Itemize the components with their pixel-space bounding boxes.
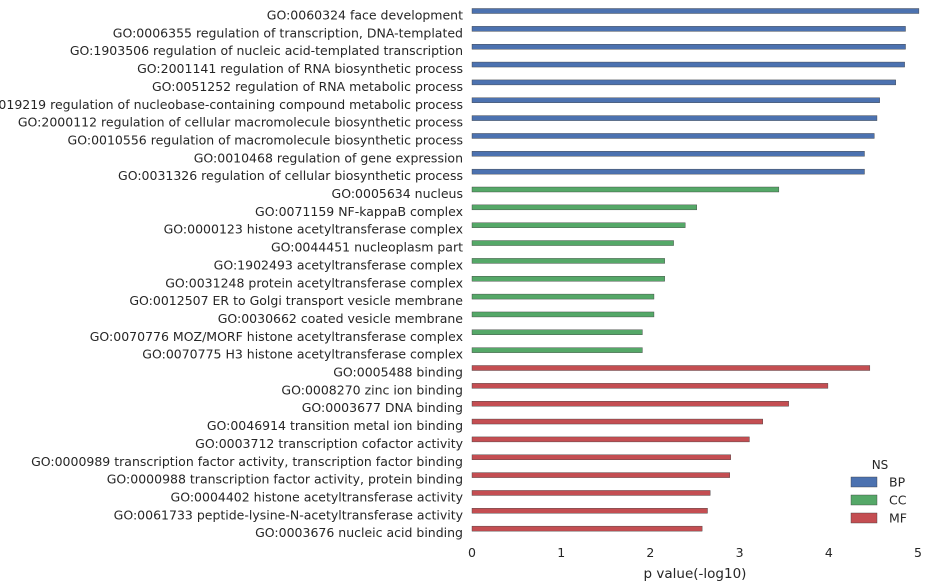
bar-bp bbox=[471, 8, 920, 14]
category-label: GO:0000123 histone acetyltransferase com… bbox=[164, 222, 463, 237]
legend-title: NS bbox=[872, 458, 889, 472]
bar-cc bbox=[471, 311, 655, 318]
x-tick-label: 1 bbox=[557, 545, 565, 560]
category-label: GO:0044451 nucleoplasm part bbox=[271, 240, 463, 255]
bars-layer bbox=[471, 8, 920, 532]
bar-cc bbox=[471, 186, 780, 193]
legend-label-mf: MF bbox=[889, 511, 907, 526]
category-label: GO:0070776 MOZ/MORF histone acetyltransf… bbox=[90, 329, 463, 344]
bar-mf bbox=[471, 436, 750, 443]
legend-label-cc: CC bbox=[889, 493, 907, 508]
category-label: GO:0006355 regulation of transcription, … bbox=[113, 25, 463, 40]
bar-bp bbox=[471, 151, 865, 157]
category-label: GO:1902493 acetyltransferase complex bbox=[214, 257, 463, 272]
bar-bp bbox=[471, 79, 896, 86]
bar-bp bbox=[471, 115, 878, 121]
bar-mf bbox=[471, 508, 708, 514]
legend-label-bp: BP bbox=[889, 475, 906, 490]
category-label: GO:0060324 face development bbox=[267, 8, 463, 23]
x-axis: 0 1 2 3 4 5 bbox=[468, 545, 922, 560]
legend-swatch-bp bbox=[850, 476, 878, 488]
category-label: GO:0051252 regulation of RNA metabolic p… bbox=[152, 79, 463, 94]
category-label: GO:0061733 peptide-lysine-N-acetyltransf… bbox=[114, 507, 464, 522]
category-label: GO:1903506 regulation of nucleic acid-te… bbox=[70, 43, 463, 58]
bar-mf bbox=[471, 525, 703, 532]
category-label: GO:0012507 ER to Golgi transport vesicle… bbox=[129, 293, 463, 308]
category-label: GO:0046914 transition metal ion binding bbox=[207, 418, 463, 433]
x-tick-label: 2 bbox=[646, 545, 654, 560]
category-label: GO:0070775 H3 histone acetyltransferase … bbox=[142, 347, 463, 362]
bar-cc bbox=[471, 240, 674, 246]
category-label: GO:0004402 histone acetyltransferase act… bbox=[171, 489, 464, 504]
category-label: GO:0010556 regulation of macromolecule b… bbox=[68, 132, 463, 147]
category-label: GO:0010468 regulation of gene expression bbox=[194, 150, 463, 165]
category-label: GO:0031248 protein acetyltransferase com… bbox=[165, 275, 463, 290]
category-label: GO:0031326 regulation of cellular biosyn… bbox=[118, 168, 463, 183]
x-tick-label: 0 bbox=[468, 545, 476, 560]
category-label: GO:0003676 nucleic acid binding bbox=[255, 525, 463, 540]
x-tick-label: 5 bbox=[914, 545, 922, 560]
category-label: GO:0030662 coated vesicle membrane bbox=[218, 311, 464, 326]
bar-cc bbox=[471, 293, 655, 300]
bar-bp bbox=[471, 44, 906, 50]
bar-bp bbox=[471, 168, 865, 175]
bar-cc bbox=[471, 329, 643, 335]
x-axis-title: p value(-log10) bbox=[644, 566, 747, 582]
bar-bp bbox=[471, 26, 906, 32]
bar-cc bbox=[471, 204, 697, 211]
legend-swatch-mf bbox=[850, 512, 878, 524]
category-label: GO:2001141 regulation of RNA biosyntheti… bbox=[137, 61, 463, 76]
bar-bp bbox=[471, 133, 875, 139]
bar-mf bbox=[471, 401, 789, 407]
x-tick-label: 4 bbox=[825, 545, 833, 560]
category-labels: GO:0060324 face development GO:0006355 re… bbox=[0, 8, 464, 541]
legend-swatch-cc bbox=[850, 494, 878, 506]
bar-mf bbox=[471, 490, 711, 496]
bar-mf bbox=[471, 365, 871, 371]
bar-cc bbox=[471, 222, 686, 228]
category-label: GO:0071159 NF-kappaB complex bbox=[255, 204, 463, 219]
legend: NS BP CC MF bbox=[850, 458, 907, 526]
bar-mf bbox=[471, 454, 731, 460]
category-label: GO:0005634 nucleus bbox=[332, 186, 463, 201]
bar-bp bbox=[471, 97, 880, 103]
bar-mf bbox=[471, 472, 730, 478]
category-label: GO:0008270 zinc ion binding bbox=[281, 382, 463, 397]
bar-bp bbox=[471, 61, 905, 68]
category-label: GO:2000112 regulation of cellular macrom… bbox=[18, 115, 463, 130]
bar-cc bbox=[471, 347, 643, 353]
bar-mf bbox=[471, 383, 829, 389]
category-label: GO:0000988 transcription factor activity… bbox=[107, 472, 463, 487]
category-label: GO:0000989 transcription factor activity… bbox=[31, 454, 463, 469]
x-tick-label: 3 bbox=[736, 545, 744, 560]
bar-mf bbox=[471, 418, 763, 425]
bar-cc bbox=[471, 276, 665, 282]
category-label: GO:0003677 DNA binding bbox=[302, 400, 463, 415]
category-label: GO:0019219 regulation of nucleobase-cont… bbox=[0, 97, 463, 112]
bar-cc bbox=[471, 258, 665, 264]
category-label: GO:0003712 transcription cofactor activi… bbox=[195, 436, 463, 451]
category-label: GO:0005488 binding bbox=[333, 365, 463, 380]
